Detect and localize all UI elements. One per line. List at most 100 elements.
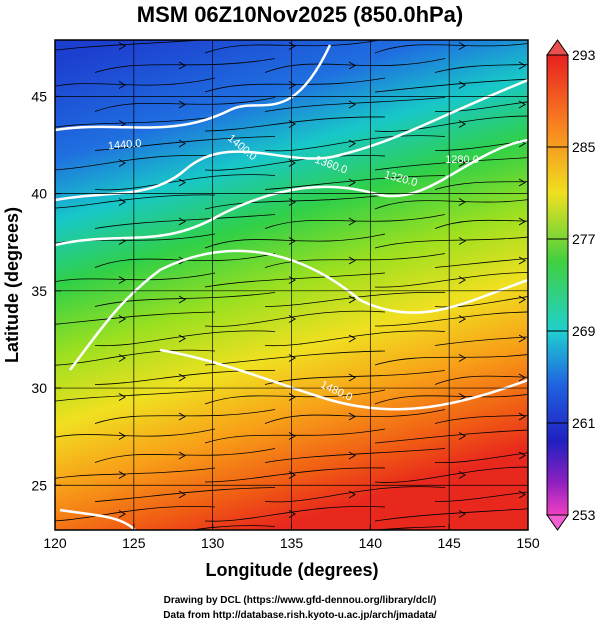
flow-arrow <box>178 373 186 382</box>
flow-arrow <box>348 334 356 343</box>
colorbar <box>546 54 569 516</box>
streamline <box>204 194 386 210</box>
streamline <box>94 253 276 268</box>
contour-line <box>159 348 528 411</box>
flow-arrow <box>178 295 186 304</box>
streamline <box>55 272 216 283</box>
streamline <box>434 375 528 385</box>
flow-arrow <box>118 315 126 323</box>
flow-arrow <box>518 217 526 226</box>
streamline <box>264 448 446 463</box>
streamline <box>94 330 276 347</box>
streamline <box>434 452 528 464</box>
flow-arrow <box>178 490 186 499</box>
contour-label: 1280.0 <box>445 154 479 166</box>
streamline <box>94 214 276 229</box>
x-tick-label: 145 <box>437 535 461 551</box>
streamline <box>204 350 386 366</box>
streamline <box>94 487 276 502</box>
streamline <box>264 175 446 190</box>
streamline <box>55 349 216 366</box>
streamline <box>55 233 216 244</box>
credit: Data from http://database.rish.kyoto-u.a… <box>163 610 437 621</box>
colorbar-tick-label: 269 <box>572 323 596 339</box>
streamline <box>204 506 386 522</box>
colorbar-tick-label: 277 <box>572 231 596 247</box>
flow-arrow <box>118 42 126 50</box>
flow-arrow <box>348 178 356 187</box>
streamline <box>264 292 446 307</box>
streamline <box>55 311 216 325</box>
streamline <box>434 181 528 190</box>
streamline <box>434 219 528 229</box>
x-tick-label: 135 <box>280 535 304 551</box>
contour-line <box>55 138 528 247</box>
x-tick-label: 120 <box>43 535 67 551</box>
flow-arrow <box>118 81 126 89</box>
flow-arrow <box>288 432 296 440</box>
streamline <box>264 97 446 112</box>
streamline <box>94 448 276 463</box>
flow-arrow <box>458 315 466 323</box>
flow-arrow <box>458 276 466 284</box>
flow-arrow <box>288 159 296 167</box>
flow-arrow <box>518 100 526 109</box>
flow-arrow <box>458 432 466 440</box>
flow-arrow <box>518 334 526 343</box>
flow-arrow <box>179 529 180 530</box>
colorbar-tick-label: 261 <box>572 415 596 431</box>
flow-arrow <box>118 198 126 206</box>
y-tick-label: 45 <box>31 88 47 104</box>
y-tick-label: 30 <box>31 380 47 396</box>
streamline <box>264 370 446 385</box>
flow-arrow <box>348 139 356 148</box>
flow-arrow <box>178 61 186 70</box>
y-tick-label: 25 <box>31 477 47 493</box>
streamline <box>204 233 386 249</box>
flow-arrow <box>518 490 526 499</box>
contours <box>55 44 528 530</box>
streamline <box>94 174 276 191</box>
flow-arrow <box>348 256 356 265</box>
streamline <box>204 389 386 405</box>
title: MSM 06Z10Nov2025 (850.0hPa) <box>137 2 464 27</box>
streamline <box>55 467 216 479</box>
flow-arrow <box>118 354 126 362</box>
streamline <box>434 258 528 268</box>
flow-arrow <box>288 81 296 89</box>
streamline <box>434 491 528 502</box>
streamline <box>204 116 386 132</box>
flow-arrow <box>178 217 186 226</box>
streamline <box>204 40 382 54</box>
flow-arrow <box>348 490 356 499</box>
x-axis-label: Longitude (degrees) <box>205 560 378 580</box>
contour-line <box>55 78 528 202</box>
flow-arrow <box>118 471 126 479</box>
streamline <box>264 253 446 268</box>
plot-frame <box>54 39 529 531</box>
flow-arrow <box>118 432 126 440</box>
streamline <box>264 58 446 73</box>
flow-arrow <box>458 159 466 167</box>
flow-arrow <box>518 61 526 70</box>
x-tick-label: 150 <box>516 535 540 551</box>
flow-arrow <box>348 412 356 421</box>
streamline <box>55 116 216 128</box>
flow-arrow <box>178 412 186 421</box>
streamline <box>264 409 446 424</box>
flow-arrow <box>288 198 296 206</box>
flow-arrow <box>458 198 466 206</box>
flow-arrow <box>518 412 526 421</box>
streamline <box>94 136 276 151</box>
credit: Drawing by DCL (https://www.gfd-dennou.o… <box>164 595 437 606</box>
flow-arrow <box>118 159 126 167</box>
colorbar-tick-label: 293 <box>572 47 596 63</box>
flow-arrow <box>458 237 466 245</box>
flow-arrow <box>458 471 466 479</box>
flow-arrow <box>348 451 356 460</box>
streamline <box>55 155 216 171</box>
flow-arrow <box>288 354 296 362</box>
flow-arrow <box>518 178 526 187</box>
flow-arrow <box>178 178 186 187</box>
